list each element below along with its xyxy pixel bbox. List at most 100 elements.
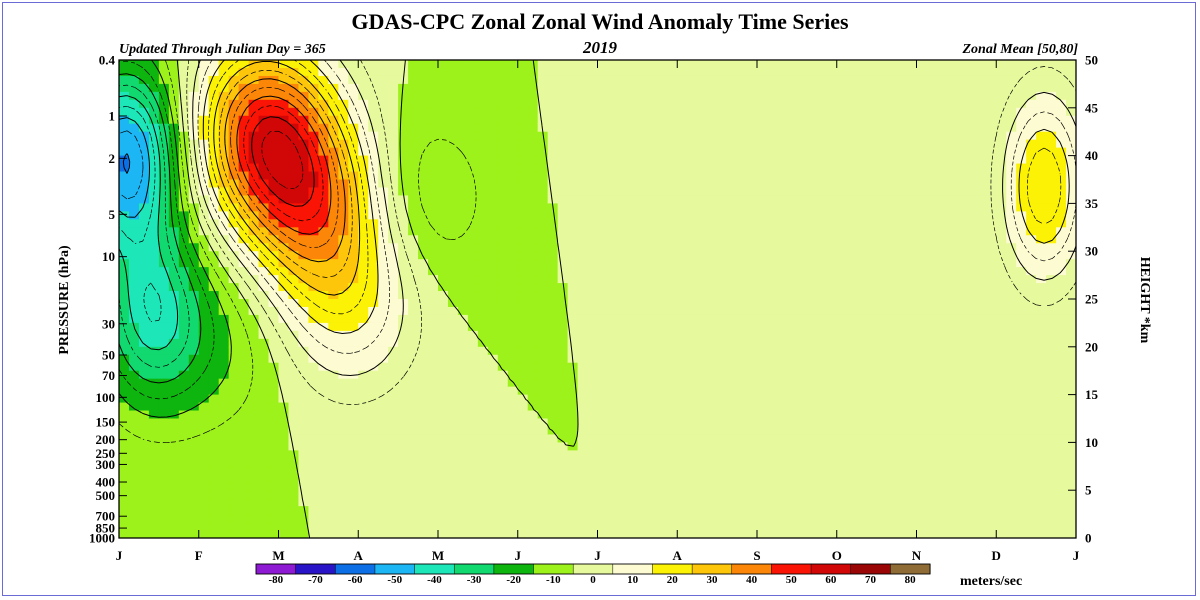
field-cell bbox=[318, 251, 329, 260]
field-cell bbox=[388, 187, 399, 197]
field-cell bbox=[697, 418, 708, 428]
field-cell bbox=[757, 60, 768, 69]
field-cell bbox=[707, 418, 718, 428]
field-cell bbox=[368, 123, 379, 133]
field-cell bbox=[607, 474, 619, 483]
field-cell bbox=[477, 211, 489, 220]
field-cell bbox=[308, 155, 319, 165]
field-cell bbox=[418, 187, 429, 197]
field-cell bbox=[886, 291, 898, 300]
field-cell bbox=[886, 458, 898, 467]
field-cell bbox=[228, 291, 240, 300]
field-cell bbox=[148, 139, 160, 149]
field-cell bbox=[418, 91, 429, 101]
field-cell bbox=[587, 107, 599, 117]
field-cell bbox=[527, 211, 539, 220]
field-cell bbox=[178, 442, 190, 451]
field-cell bbox=[258, 259, 270, 268]
field-cell bbox=[138, 338, 150, 348]
field-cell bbox=[697, 386, 708, 396]
field-cell bbox=[766, 306, 778, 316]
field-cell bbox=[138, 394, 150, 404]
field-cell bbox=[876, 330, 888, 340]
field-cell bbox=[856, 179, 868, 189]
field-cell bbox=[547, 458, 559, 467]
field-cell bbox=[447, 346, 459, 356]
field-cell bbox=[288, 306, 300, 316]
field-cell bbox=[617, 299, 629, 308]
field-cell bbox=[218, 498, 230, 507]
field-cell bbox=[916, 458, 928, 467]
field-cell bbox=[747, 506, 758, 515]
field-cell bbox=[368, 322, 379, 332]
field-cell bbox=[408, 171, 419, 181]
field-cell bbox=[667, 115, 678, 125]
field-cell bbox=[916, 362, 928, 372]
field-cell bbox=[557, 75, 569, 85]
field-cell bbox=[128, 259, 140, 268]
field-cell bbox=[627, 346, 638, 356]
field-cell bbox=[836, 115, 848, 125]
field-cell bbox=[816, 498, 828, 507]
field-cell bbox=[936, 474, 948, 483]
field-cell bbox=[298, 522, 310, 531]
field-cell bbox=[438, 75, 449, 85]
field-cell bbox=[567, 243, 579, 252]
field-cell bbox=[497, 91, 509, 101]
field-cell bbox=[248, 370, 260, 380]
field-cell bbox=[138, 482, 150, 491]
field-cell bbox=[766, 163, 778, 173]
field-cell bbox=[447, 67, 459, 77]
field-cell bbox=[607, 338, 619, 348]
field-cell bbox=[148, 346, 160, 356]
field-cell bbox=[737, 155, 748, 165]
field-cell bbox=[926, 283, 938, 292]
field-cell bbox=[537, 386, 549, 396]
field-cell bbox=[358, 514, 369, 523]
field-cell bbox=[747, 370, 758, 380]
field-cell bbox=[547, 418, 559, 428]
field-cell bbox=[637, 60, 648, 69]
field-cell bbox=[836, 275, 848, 284]
field-cell bbox=[218, 434, 230, 443]
field-cell bbox=[796, 362, 808, 372]
field-cell bbox=[747, 203, 758, 212]
field-cell bbox=[408, 227, 419, 236]
field-cell bbox=[148, 378, 160, 388]
field-cell bbox=[228, 235, 240, 244]
field-cell bbox=[866, 107, 878, 117]
field-cell bbox=[637, 338, 648, 348]
field-cell bbox=[228, 179, 240, 189]
field-cell bbox=[138, 155, 150, 165]
field-cell bbox=[388, 99, 399, 109]
field-cell bbox=[467, 83, 479, 93]
field-cell bbox=[218, 330, 230, 340]
field-cell bbox=[747, 83, 758, 93]
field-cell bbox=[667, 482, 678, 491]
field-cell bbox=[557, 99, 569, 109]
field-cell bbox=[737, 67, 748, 77]
field-cell bbox=[198, 115, 210, 125]
field-cell bbox=[647, 251, 658, 260]
field-cell bbox=[388, 314, 399, 324]
field-cell bbox=[428, 139, 439, 149]
field-cell bbox=[128, 195, 140, 204]
field-cell bbox=[607, 163, 619, 173]
field-cell bbox=[418, 402, 429, 412]
field-cell bbox=[447, 306, 459, 316]
field-cell bbox=[567, 219, 579, 228]
field-cell bbox=[238, 314, 250, 324]
field-cell bbox=[358, 259, 369, 268]
field-cell bbox=[408, 155, 419, 165]
field-cell bbox=[876, 458, 888, 467]
field-cell bbox=[497, 203, 509, 212]
field-cell bbox=[886, 203, 898, 212]
field-cell bbox=[906, 322, 918, 332]
field-cell bbox=[846, 267, 858, 276]
field-cell bbox=[607, 251, 619, 260]
field-cell bbox=[418, 267, 429, 276]
field-cell bbox=[138, 314, 150, 324]
field-cell bbox=[447, 418, 459, 428]
field-cell bbox=[428, 275, 439, 284]
